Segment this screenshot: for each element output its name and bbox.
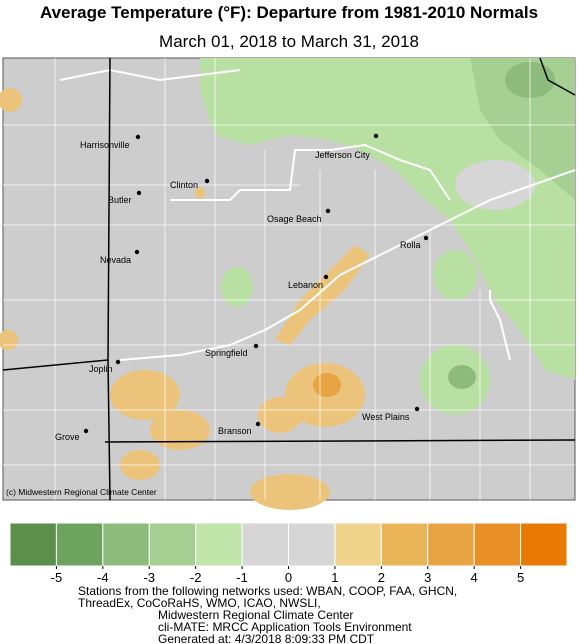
- city-label: Rolla: [400, 240, 421, 250]
- title: Average Temperature (°F): Departure from…: [40, 3, 538, 22]
- green-area: [221, 267, 253, 307]
- city-dot: [204, 178, 210, 184]
- city-dot: [255, 421, 261, 427]
- legend-swatch: [334, 522, 382, 567]
- legend-tick-label: 5: [517, 570, 524, 585]
- county-lines: [3, 58, 575, 500]
- warm-area: [275, 245, 370, 345]
- legend-tick-label: -1: [236, 570, 248, 585]
- city-dot: [83, 428, 89, 434]
- city-label: Clinton: [170, 180, 198, 190]
- legend-tick-label: -2: [190, 570, 202, 585]
- city-dot: [423, 235, 429, 241]
- city-dot: [135, 134, 141, 140]
- legend-tick-label: 0: [285, 570, 292, 585]
- city-label: Joplin: [89, 364, 113, 374]
- legend-tick-label: -4: [97, 570, 109, 585]
- legend-swatch: [55, 522, 104, 567]
- warm-area: [0, 88, 22, 112]
- footer-line: cli-MATE: MRCC Application Tools Environ…: [158, 620, 412, 634]
- warm-area: [110, 370, 180, 420]
- city-dot: [414, 406, 420, 412]
- footer-line: Generated at: 4/3/2018 8:09:33 PM CDT: [158, 632, 375, 644]
- warm-area: [250, 474, 330, 510]
- city-dot: [136, 190, 142, 196]
- warm-area: [313, 373, 341, 397]
- legend-tick-label: -3: [143, 570, 155, 585]
- legend-swatch: [380, 522, 429, 567]
- cities: Harrisonville Jefferson City Clinton Butler…: [55, 133, 429, 442]
- warm-area: [150, 410, 210, 450]
- city-label: Nevada: [100, 255, 131, 265]
- roads: [59, 68, 576, 361]
- legend-tick-label: 3: [424, 570, 431, 585]
- city-label: Lebanon: [288, 280, 323, 290]
- city-dot: [115, 359, 121, 365]
- city-label: Branson: [218, 426, 252, 436]
- legend-swatch: [241, 522, 289, 567]
- legend-swatch: [427, 522, 475, 567]
- legend-swatch: [288, 522, 336, 567]
- map-credit: (c) Midwestern Regional Climate Center: [6, 487, 157, 497]
- city-dot: [373, 133, 379, 139]
- legend-tick-label: -5: [51, 570, 63, 585]
- green-area: [200, 58, 575, 380]
- footer-line: ThreadEx, CoCoRaHS, WMO, ICAO, NWSLI,: [78, 596, 321, 610]
- legend-swatch: [148, 522, 197, 567]
- city-dot: [325, 208, 331, 214]
- city-label: West Plains: [362, 412, 410, 422]
- legend-swatch: [473, 522, 522, 567]
- legend-tick-label: 4: [471, 570, 478, 585]
- footer-line: Stations from the following networks use…: [78, 584, 457, 598]
- city-dot: [134, 249, 140, 255]
- city-dot: [253, 343, 259, 349]
- footer: Stations from the following networks use…: [78, 584, 457, 644]
- legend-swatch: [520, 522, 568, 567]
- legend: -5 -4 -3 -2 -1 0 1 2 3 4 5: [9, 522, 568, 585]
- legend-swatch: [102, 522, 150, 567]
- city-label: Springfield: [205, 348, 248, 358]
- city-label: Butler: [108, 195, 132, 205]
- green-area: [448, 365, 476, 389]
- legend-swatch: [195, 522, 243, 567]
- footer-line: Midwestern Regional Climate Center: [158, 608, 353, 622]
- warm-area: [195, 187, 205, 199]
- legend-swatch: [9, 522, 57, 567]
- green-area: [470, 58, 575, 200]
- gray-area: [455, 160, 535, 210]
- legend-tick-label: 2: [378, 570, 385, 585]
- legend-tick-label: 1: [331, 570, 338, 585]
- state-lines: [2, 57, 576, 501]
- city-label: Harrisonville: [80, 140, 130, 150]
- city-label: Grove: [55, 432, 80, 442]
- city-label: Jefferson City: [315, 150, 370, 160]
- warm-area: [258, 397, 302, 433]
- city-label: Osage Beach: [267, 214, 322, 224]
- subtitle: March 01, 2018 to March 31, 2018: [159, 32, 419, 51]
- city-dot: [323, 274, 329, 280]
- green-area: [433, 250, 477, 300]
- map: Harrisonville Jefferson City Clinton Butler…: [0, 57, 576, 510]
